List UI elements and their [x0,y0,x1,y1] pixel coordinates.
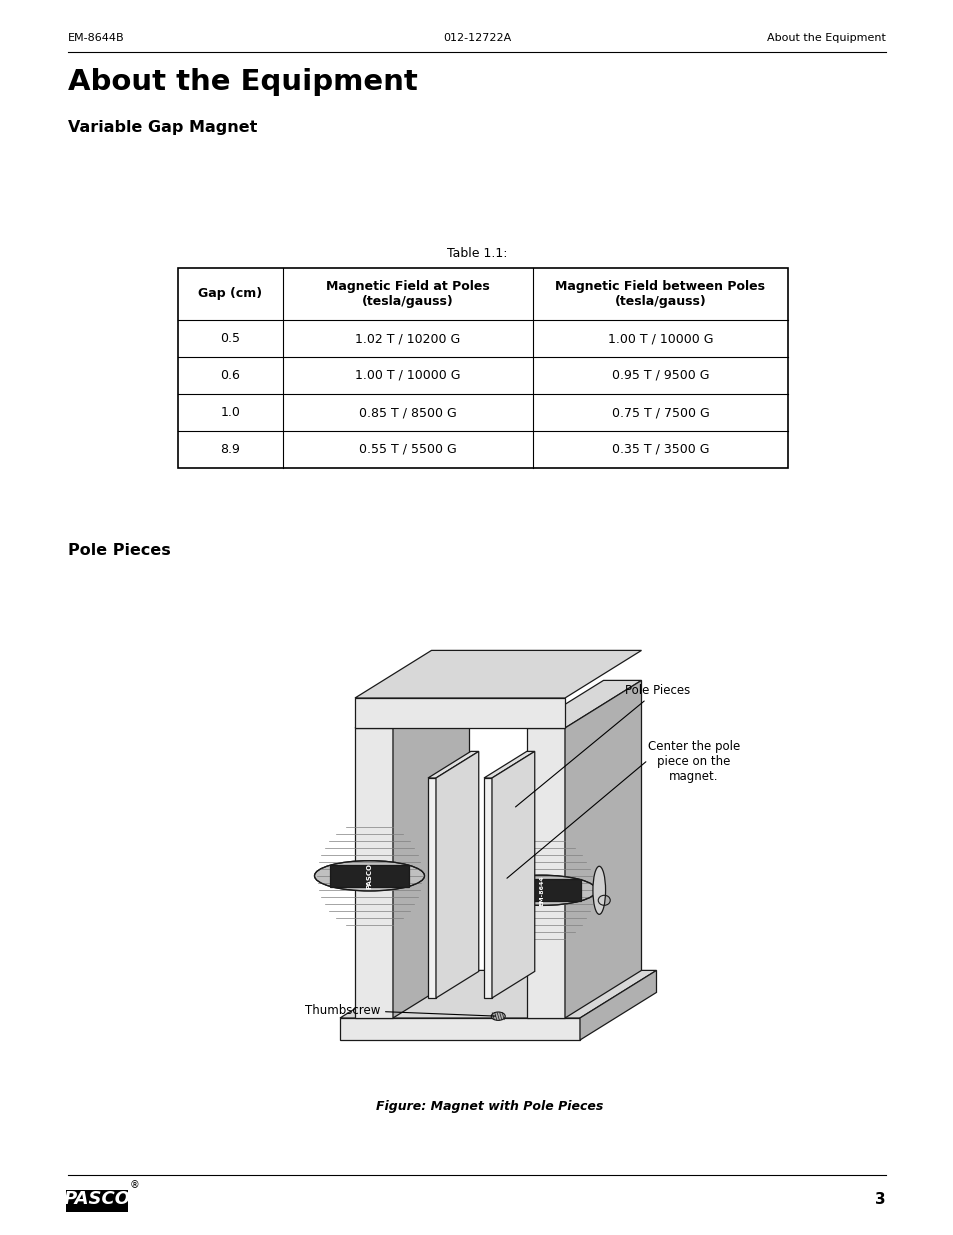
Text: Magnetic Field at Poles
(tesla/gauss): Magnetic Field at Poles (tesla/gauss) [326,280,489,308]
Polygon shape [330,864,409,887]
Text: EM-8644B: EM-8644B [68,33,125,43]
Text: Center the pole
piece on the
magnet.: Center the pole piece on the magnet. [647,740,740,783]
Polygon shape [483,751,535,778]
Text: Table 1.1:: Table 1.1: [446,247,507,261]
Text: PASCO: PASCO [64,1191,131,1208]
Ellipse shape [314,861,424,890]
Polygon shape [428,778,436,998]
Polygon shape [436,751,478,998]
Text: 0.85 T / 8500 G: 0.85 T / 8500 G [358,406,456,419]
Polygon shape [355,680,469,727]
Text: 0.6: 0.6 [220,369,240,382]
Ellipse shape [491,1011,505,1020]
Text: About the Equipment: About the Equipment [766,33,885,43]
Text: ®: ® [130,1179,139,1191]
FancyBboxPatch shape [66,1191,128,1212]
Polygon shape [492,751,535,998]
Text: Thumbscrew: Thumbscrew [304,1004,495,1016]
Polygon shape [393,680,469,1018]
Text: 0.75 T / 7500 G: 0.75 T / 7500 G [611,406,709,419]
Text: 3: 3 [875,1193,885,1208]
Text: Figure: Magnet with Pole Pieces: Figure: Magnet with Pole Pieces [375,1100,603,1113]
Bar [178,268,787,468]
Polygon shape [564,680,640,1018]
Text: Variable Gap Magnet: Variable Gap Magnet [68,120,257,135]
Text: 1.0: 1.0 [220,406,240,419]
Text: 012-12722A: 012-12722A [442,33,511,43]
Text: 0.95 T / 9500 G: 0.95 T / 9500 G [611,369,708,382]
Text: 0.5: 0.5 [220,332,240,345]
Polygon shape [355,651,640,698]
Polygon shape [355,727,393,1018]
Text: 0.55 T / 5500 G: 0.55 T / 5500 G [358,443,456,456]
Text: 8.9: 8.9 [220,443,240,456]
Text: EM-8644: EM-8644 [538,874,543,905]
Polygon shape [339,1018,579,1040]
Text: Pole Pieces: Pole Pieces [515,683,690,806]
Polygon shape [526,680,640,727]
Text: 0.35 T / 3500 G: 0.35 T / 3500 G [611,443,708,456]
Polygon shape [501,879,580,902]
Text: PASCO: PASCO [366,863,372,889]
Text: About the Equipment: About the Equipment [68,68,417,96]
Text: 1.00 T / 10000 G: 1.00 T / 10000 G [355,369,460,382]
Text: 1.00 T / 10000 G: 1.00 T / 10000 G [607,332,713,345]
Polygon shape [428,751,478,778]
Text: Pole Pieces: Pole Pieces [68,543,171,558]
Polygon shape [355,698,564,727]
Text: Gap (cm): Gap (cm) [198,288,262,300]
Polygon shape [526,727,564,1018]
Polygon shape [339,971,656,1018]
Polygon shape [579,971,656,1040]
Ellipse shape [593,866,605,914]
Text: 1.02 T / 10200 G: 1.02 T / 10200 G [355,332,460,345]
Polygon shape [483,778,492,998]
Text: Magnetic Field between Poles
(tesla/gauss): Magnetic Field between Poles (tesla/gaus… [555,280,764,308]
Ellipse shape [486,876,596,905]
